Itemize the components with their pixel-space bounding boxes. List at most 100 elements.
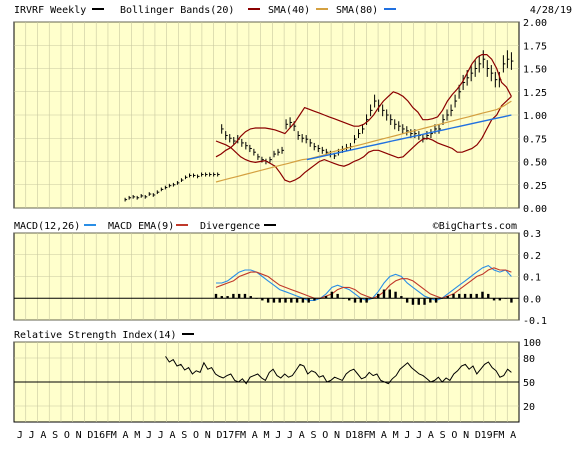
- x-axis-label: M: [393, 430, 399, 441]
- macd-divergence-bar: [214, 293, 218, 299]
- macd-y-tick-labels: -0.1 0.0 0.1 0.2 0.3: [523, 229, 547, 327]
- macd-divergence-bar: [290, 298, 293, 303]
- x-axis-label: N: [205, 430, 211, 441]
- x-axis-label: N: [334, 430, 340, 441]
- macd-divergence-bar: [388, 289, 391, 299]
- macd-divergence-bar: [359, 298, 363, 303]
- x-axis-label: A: [123, 430, 129, 441]
- macd-divergence-bar: [243, 293, 247, 299]
- macd-divergence-bar: [336, 293, 339, 299]
- macd-macd-ema-line: [215, 267, 512, 299]
- x-axis-label: N: [463, 430, 469, 441]
- x-axis-label: O: [451, 430, 457, 441]
- macd-y-tick-label: 0.3: [523, 229, 541, 240]
- macd-ema-legend: MACD EMA(9): [108, 221, 174, 232]
- x-axis-label: S: [440, 430, 446, 441]
- rsi-rsi-line: [165, 356, 512, 385]
- x-axis-label: A: [510, 430, 516, 441]
- macd-divergence-bar: [423, 298, 426, 305]
- macd-divergence-bar: [295, 298, 299, 303]
- x-axis-label: M: [369, 430, 375, 441]
- macd-divergence-bar: [232, 293, 235, 299]
- rsi-y-tick-label: 50: [523, 378, 535, 389]
- x-axis-label: J: [29, 430, 35, 441]
- x-axis-label: M: [134, 430, 140, 441]
- macd-divergence-bar: [313, 298, 316, 301]
- macd-y-tick-label: -0.1: [523, 316, 547, 327]
- macd-divergence-bar: [394, 291, 397, 299]
- x-axis-label: 18F: [351, 430, 369, 441]
- price-y-tick-label: 1.75: [523, 41, 547, 52]
- sma40-legend: SMA(40): [268, 5, 310, 16]
- x-axis-labels: J J A S O N D 16F M A M J J A S O N D 17F M A M J J A S O N D 18F M A M J…: [17, 430, 516, 441]
- price-y-tick-label: 1.25: [523, 88, 547, 99]
- price-y-tick-label: 0.00: [523, 204, 547, 215]
- macd-divergence-bar: [481, 291, 484, 299]
- watermark: ©BigCharts.com: [433, 221, 517, 232]
- x-axis-label: D: [346, 430, 352, 441]
- price-series-group: [124, 50, 514, 202]
- x-axis-label: M: [498, 430, 504, 441]
- macd-legend: MACD(12,26): [14, 221, 80, 232]
- macd-divergence-bar: [272, 298, 276, 303]
- macd-y-tick-label: 0.1: [523, 273, 541, 284]
- macd-y-tick-label: 0.0: [523, 294, 541, 305]
- x-axis-label: D: [217, 430, 223, 441]
- price-gridlines: [14, 21, 519, 209]
- macd-divergence-bar: [417, 298, 420, 305]
- price-y-tick-label: 1.00: [523, 111, 547, 122]
- x-axis-label: M: [263, 430, 269, 441]
- chart-date: 4/28/19: [530, 5, 572, 16]
- macd-divergence-bar: [301, 298, 305, 303]
- x-axis-label: S: [310, 430, 316, 441]
- x-axis-label: 17F: [222, 430, 240, 441]
- macd-y-tick-label: 0.2: [523, 251, 541, 262]
- macd-divergence-bar: [452, 293, 455, 299]
- rsi-y-tick-label: 20: [523, 402, 535, 413]
- macd-series-group: [14, 264, 519, 305]
- x-axis-label: 19F: [481, 430, 499, 441]
- sma80-legend: SMA(80): [336, 5, 378, 16]
- price-y-tick-label: 0.25: [523, 181, 547, 192]
- macd-macd-line: [216, 264, 512, 301]
- x-axis-label: J: [146, 430, 152, 441]
- macd-divergence-bar: [237, 293, 241, 299]
- price-bollinger-upper-line: [215, 53, 512, 158]
- x-axis-label: S: [52, 430, 58, 441]
- macd-divergence-bar: [324, 296, 328, 299]
- macd-divergence-bar: [226, 296, 229, 299]
- price-bollinger-lower-line: [215, 95, 512, 183]
- symbol-label: IRVRF Weekly: [14, 5, 86, 16]
- rsi-y-tick-label: 100: [523, 338, 541, 349]
- macd-divergence-bar: [348, 298, 351, 301]
- price-sma40-line: [215, 100, 512, 183]
- macd-divergence-bar: [365, 298, 368, 303]
- macd-divergence-bar: [446, 296, 449, 299]
- x-axis-label: O: [322, 430, 328, 441]
- macd-divergence-bar: [266, 298, 270, 303]
- x-axis-label: D: [475, 430, 481, 441]
- macd-divergence-bar: [400, 296, 403, 299]
- x-axis-label: A: [381, 430, 387, 441]
- x-axis-label: A: [40, 430, 46, 441]
- price-y-tick-label: 0.50: [523, 158, 547, 169]
- divergence-legend: Divergence: [200, 221, 260, 232]
- macd-divergence-bar: [330, 291, 334, 299]
- macd-divergence-bar: [405, 298, 409, 303]
- macd-divergence-bar: [353, 298, 357, 303]
- x-axis-label: J: [17, 430, 23, 441]
- price-y-tick-labels: 0.00 0.25 0.50 0.75 1.00 1.25 1.50 1.75 2.00: [523, 18, 547, 215]
- macd-divergence-bar: [498, 298, 502, 301]
- x-axis-label: J: [275, 430, 281, 441]
- x-axis-label: A: [428, 430, 434, 441]
- macd-divergence-bar: [249, 296, 252, 299]
- x-axis-label: J: [158, 430, 164, 441]
- macd-divergence-bar: [458, 293, 461, 299]
- x-axis-label: J: [416, 430, 422, 441]
- price-sma80-line: [306, 114, 512, 161]
- price-y-tick-label: 1.50: [523, 65, 547, 76]
- macd-divergence-bar: [220, 296, 223, 299]
- price-y-tick-label: 2.00: [523, 18, 547, 29]
- x-axis-label: J: [404, 430, 410, 441]
